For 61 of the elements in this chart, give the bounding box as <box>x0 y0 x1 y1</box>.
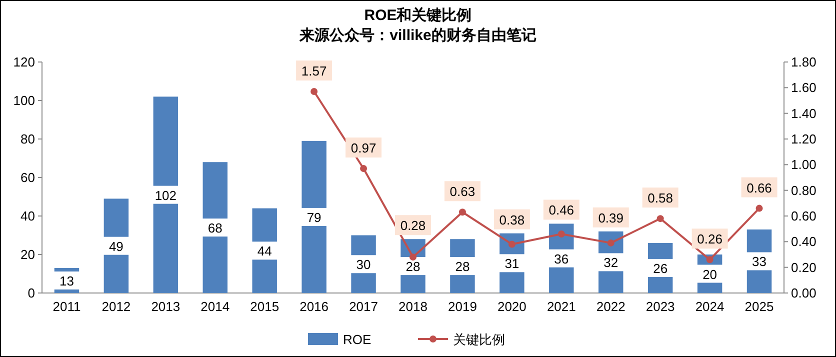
data-label: 44 <box>257 244 272 259</box>
x-tick-label: 2019 <box>448 299 477 314</box>
y-tick-label: 60 <box>20 170 35 185</box>
x-tick-label: 2017 <box>349 299 378 314</box>
data-label: 0.58 <box>648 190 673 206</box>
y2-tick-label: 0.20 <box>791 260 816 275</box>
data-label: 0.46 <box>548 202 574 218</box>
data-label: 13 <box>60 273 74 288</box>
y-tick-label: 100 <box>13 93 35 108</box>
y2-tick-label: 1.20 <box>791 132 816 146</box>
y-tick-label: 20 <box>20 247 35 262</box>
x-tick-label: 2022 <box>596 299 626 314</box>
y2-tick-label: 0.40 <box>791 234 816 250</box>
y-tick-label: 80 <box>20 132 35 146</box>
data-label: 49 <box>108 238 124 254</box>
data-label: 20 <box>702 266 718 282</box>
data-label: 68 <box>208 220 222 236</box>
data-label: 0.66 <box>746 180 772 196</box>
data-label: 31 <box>504 256 520 272</box>
data-label: 1.57 <box>301 64 327 79</box>
x-tick-label: 2024 <box>695 299 724 314</box>
x-tick-label: 2020 <box>497 299 526 314</box>
y-tick-label: 40 <box>20 208 35 224</box>
y2-tick-label: 0.60 <box>791 208 816 224</box>
y-tick-label: 0 <box>28 286 35 300</box>
y2-tick-label: 1.80 <box>791 54 816 70</box>
x-tick-label: 2018 <box>398 299 428 314</box>
legend-label: ROE <box>343 332 372 347</box>
data-label: 28 <box>455 259 470 274</box>
x-tick-label: 2014 <box>200 299 230 314</box>
x-tick-label: 2015 <box>250 299 280 314</box>
data-label: 36 <box>554 251 569 266</box>
y2-tick-label: 1.00 <box>791 157 816 172</box>
data-label: 26 <box>653 260 668 276</box>
x-tick-label: 2025 <box>744 299 774 314</box>
data-label: 0.63 <box>450 184 476 200</box>
y2-tick-label: 1.60 <box>791 80 816 96</box>
x-tick-label: 2013 <box>151 299 180 314</box>
x-tick-label: 2021 <box>546 299 576 314</box>
data-label: 32 <box>604 255 618 270</box>
chart-subtitle: 来源公众号：villike的财务自由笔记 <box>298 27 536 44</box>
y2-tick-label: 0.80 <box>791 182 816 198</box>
y2-tick-label: 1.40 <box>791 106 816 121</box>
x-tick-label: 2012 <box>102 299 131 314</box>
x-tick-label: 2011 <box>52 299 81 314</box>
data-label: 30 <box>356 257 371 272</box>
data-label: 0.38 <box>499 212 525 228</box>
data-label: 0.97 <box>350 140 376 156</box>
data-label: 33 <box>752 254 766 270</box>
data-label: 79 <box>306 210 322 225</box>
chart-title: ROE和关键比例 <box>364 7 472 24</box>
y2-tick-label: 0.00 <box>791 286 816 300</box>
x-tick-label: 2016 <box>300 299 329 314</box>
data-label: 0.39 <box>598 210 624 226</box>
legend-label: 关键比例 <box>453 332 505 347</box>
data-label: 102 <box>154 188 177 203</box>
y-tick-label: 120 <box>13 54 35 70</box>
data-label: 0.26 <box>697 232 722 247</box>
data-label: 0.28 <box>400 218 426 234</box>
data-label: 28 <box>406 259 420 274</box>
x-tick-label: 2023 <box>646 299 675 314</box>
